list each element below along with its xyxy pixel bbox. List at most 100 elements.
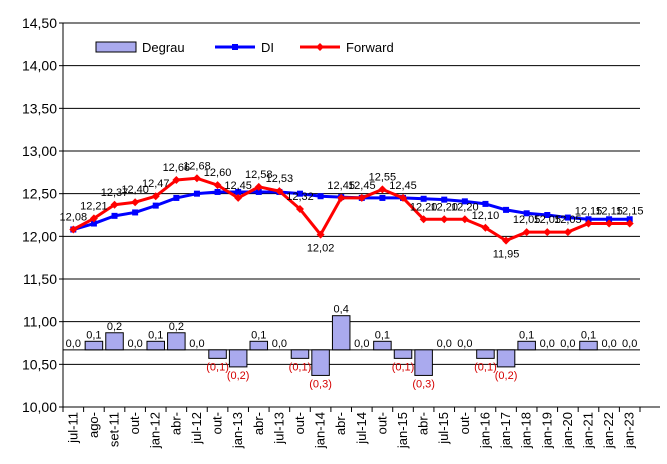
forward-point [419,215,428,224]
legend-forward-label: Forward [346,40,394,55]
y-tick-label: 12,00 [22,228,57,244]
x-tick-label: abr- [333,412,348,435]
forward-point [440,215,449,224]
x-tick-label: out- [127,412,142,434]
degrau-label: (0,3) [309,378,332,390]
di-point [214,188,221,195]
forward-label: 12,20 [430,201,458,213]
forward-point [337,193,346,202]
di-point [111,212,118,219]
degrau-label: 0,0 [540,338,555,350]
di-point [317,193,324,200]
forward-label: 12,45 [327,180,355,192]
di-point [564,214,571,221]
degrau-bar [579,340,598,351]
x-tick-label: out- [457,412,472,434]
forward-label: 11,95 [493,249,520,261]
legend-di-marker [232,44,238,50]
degrau-label: 0,0 [189,338,204,350]
x-tick-label: jan-16 [477,412,492,449]
di-point [90,220,97,227]
forward-point [213,181,222,190]
x-tick-label: jul-14 [354,412,369,445]
di-point [255,188,262,195]
y-tick-label: 13,00 [22,143,57,159]
forward-label: 12,15 [616,206,644,218]
forward-point [605,219,614,228]
degrau-label: 0,1 [375,329,390,341]
forward-point [234,193,243,202]
degrau-bar [228,349,248,368]
degrau-bar [146,340,165,351]
di-point [523,210,530,217]
di-point [193,190,200,197]
di-point [152,202,159,209]
di-point [132,209,139,216]
degrau-label: 0,0 [601,338,616,350]
degrau-label: 0,0 [457,338,472,350]
degrau-label: (0,2) [495,370,518,382]
degrau-bar [331,315,351,351]
degrau-label: 0,0 [560,338,575,350]
degrau-label: 0,1 [148,329,163,341]
degrau-label: (0,3) [412,378,435,390]
x-tick-label: out- [292,412,307,434]
degrau-bar [208,349,227,359]
forward-point [172,176,181,185]
forward-label: 12,05 [534,214,562,226]
forward-point [254,182,263,191]
x-tick-label: abr- [251,412,266,435]
di-point [503,206,510,213]
forward-point [399,193,408,202]
forward-label: 12,60 [204,167,232,179]
forward-point [192,174,201,183]
x-tick-label: jul-15 [436,412,451,445]
y-tick-label: 14,00 [22,58,57,74]
di-point [379,194,386,201]
y-tick-label: 12,50 [22,186,57,202]
forward-point [584,219,593,228]
degrau-bar [105,332,124,351]
y-tick-label: 11,00 [23,314,57,330]
degrau-label: (0,1) [206,361,229,373]
degrau-label: (0,2) [227,370,250,382]
di-point [296,190,303,197]
forward-label: 12,05 [554,214,582,226]
x-tick-label: jan-20 [560,412,575,449]
forward-label: 12,10 [472,210,500,222]
degrau-bar [249,340,269,351]
degrau-label: 0,1 [251,329,266,341]
x-tick-label: jul-11 [65,412,80,444]
forward-label: 12,05 [513,214,541,226]
di-point [606,216,613,223]
forward-label: 12,20 [451,201,479,213]
forward-point [563,228,572,237]
forward-label: 12,20 [410,201,438,213]
forward-point [543,228,552,237]
degrau-label: 0,2 [169,321,184,333]
legend-forward-marker [316,43,324,51]
degrau-bar [84,340,104,351]
forward-label: 12,66 [163,162,191,174]
legend-di-label: DI [261,40,274,55]
di-point [420,195,427,202]
data-labels: 0,00,10,20,00,10,20,0(0,1)(0,2)0,10,0(0,… [60,160,644,390]
degrau-bar [476,349,495,359]
di-point [626,216,633,223]
forward-point [275,187,284,196]
forward-label: 12,68 [183,160,211,172]
forward-label: 12,02 [307,243,335,255]
forward-label: 12,40 [121,184,149,196]
degrau-label: 0,0 [272,338,287,350]
y-tick-label: 14,50 [22,15,57,31]
degrau-bar [290,349,310,359]
x-tick-label: jan-21 [580,412,595,449]
degrau-bar [517,340,536,351]
degrau-label: 0,0 [66,338,81,350]
forward-label: 12,45 [389,180,417,192]
degrau-bar [393,349,413,359]
di-point [544,212,551,218]
forward-point [357,193,366,202]
y-tick-label: 11,50 [23,271,57,287]
